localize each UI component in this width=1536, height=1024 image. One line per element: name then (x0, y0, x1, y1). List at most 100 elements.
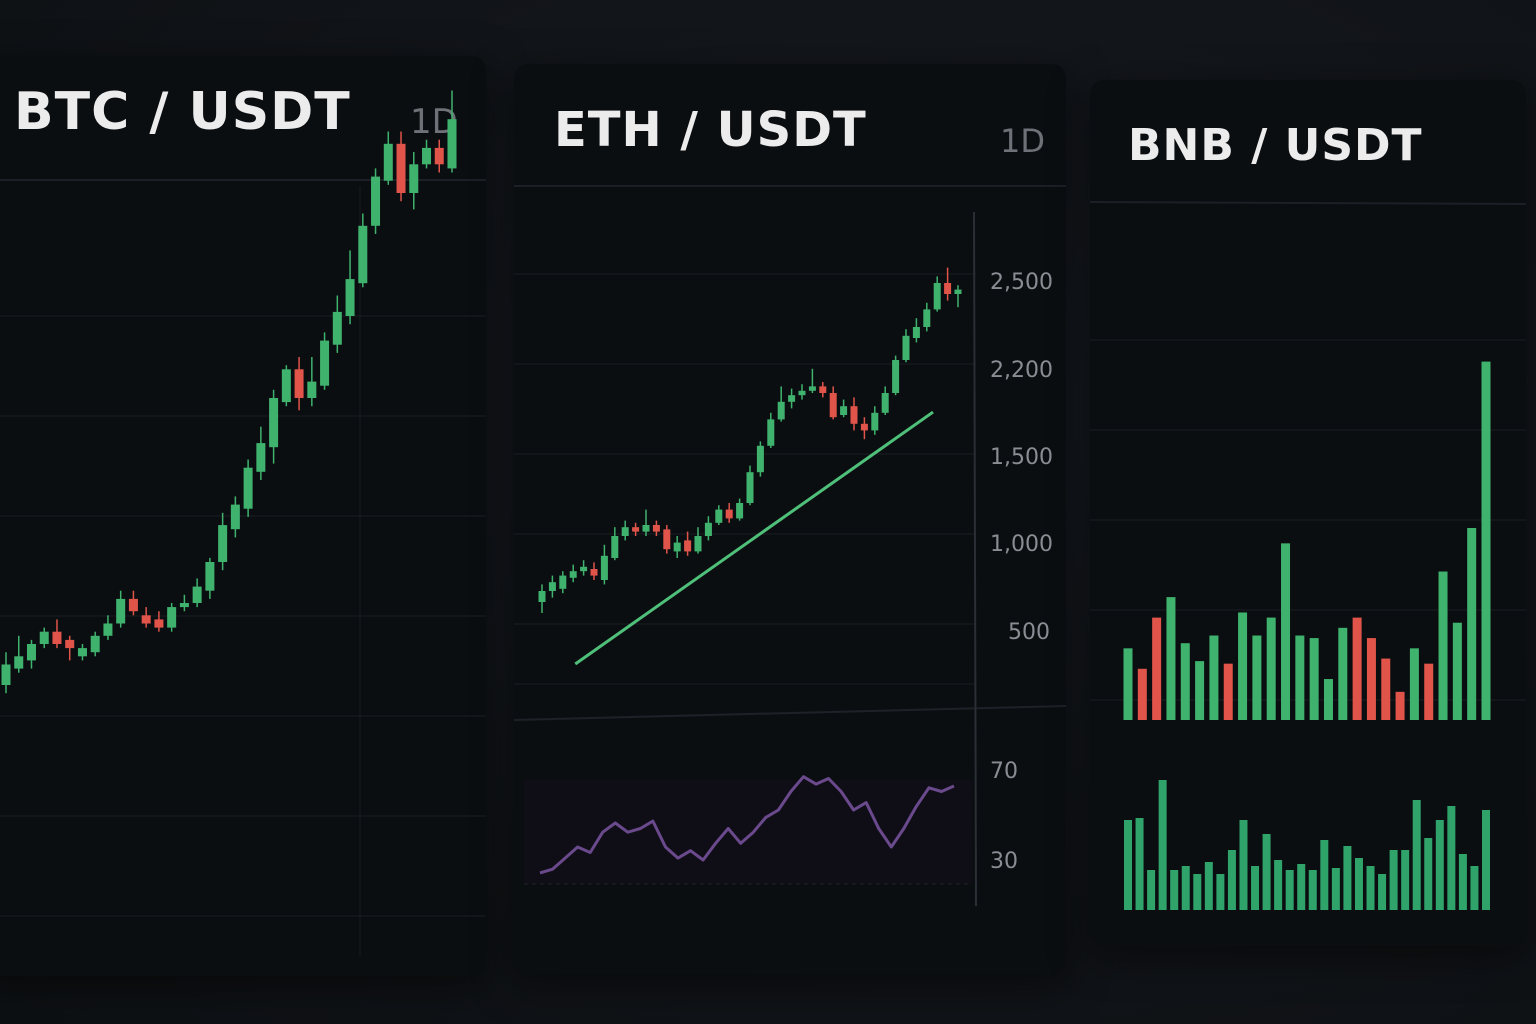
price-bar (1338, 627, 1348, 720)
volume-bar (1343, 846, 1352, 910)
header-divider (1090, 201, 1526, 205)
candle-body (52, 631, 62, 644)
volume-bar (1216, 874, 1225, 910)
price-bar (1223, 663, 1233, 720)
volume-bar (1193, 874, 1202, 910)
volume-bar (1262, 834, 1271, 910)
volume-bar (1285, 870, 1294, 910)
volume-bar (1170, 870, 1179, 910)
candle-body (269, 398, 279, 448)
volume-bar (1251, 866, 1260, 910)
volume-bar (1354, 858, 1363, 910)
candle-body (396, 143, 406, 193)
price-bar (1381, 658, 1391, 720)
candle-body (307, 381, 317, 398)
candle-body (192, 586, 202, 603)
candle-body (230, 504, 240, 530)
y-tick-label: 2,200 (990, 358, 1053, 383)
bnb-pair-title: BNB / USDT (1128, 120, 1423, 171)
candle-body (933, 283, 941, 310)
volume-bar (1389, 850, 1398, 910)
volume-bar (1124, 820, 1132, 910)
price-bar (1438, 571, 1448, 720)
candle-body (569, 571, 577, 578)
candle-body (756, 445, 764, 473)
candle-body (218, 525, 228, 562)
candle-body (860, 423, 868, 431)
rsi-line (539, 775, 955, 875)
candle-body (205, 562, 215, 591)
candle-body (788, 395, 796, 402)
volume-bar (1181, 866, 1190, 910)
candle-body (746, 472, 754, 503)
candle-body (808, 386, 816, 391)
volume-bar (1447, 806, 1456, 910)
price-bar (1137, 668, 1147, 720)
volume-bar (1158, 780, 1167, 910)
volume-bar (1308, 870, 1317, 910)
candle-body (548, 582, 556, 591)
candle-body (923, 309, 931, 327)
candle-body (371, 176, 381, 226)
btc-candlestick-chart (0, 90, 486, 956)
candle-body (694, 536, 702, 552)
price-bar (1424, 663, 1434, 720)
candle-body (14, 656, 24, 669)
candle-body (954, 289, 962, 294)
y-tick-label: 2,500 (990, 270, 1053, 295)
volume-bar (1147, 870, 1156, 910)
price-bar (1467, 528, 1477, 720)
candle-body (345, 279, 355, 316)
eth-chart-panel: ETH / USDT 1D 2,500 2,200 1,500 1,000 500 70 3… (514, 64, 1066, 974)
volume-bar (1424, 838, 1433, 910)
price-bar (1352, 617, 1362, 720)
candle-body (632, 527, 640, 532)
candle-body (902, 335, 910, 360)
price-bar (1395, 691, 1405, 720)
candle-body (580, 566, 588, 572)
rsi-tick-label: 30 (990, 849, 1018, 874)
candle-body (715, 509, 723, 523)
candle-body (673, 542, 681, 552)
candle-body (243, 467, 253, 509)
candle-body (642, 525, 650, 532)
volume-bar (1412, 800, 1421, 910)
candle-body (116, 598, 126, 624)
rsi-tick-label: 70 (990, 759, 1018, 784)
candle-body (538, 591, 546, 602)
volume-bar (1227, 850, 1236, 910)
candle-body (704, 522, 712, 536)
y-tick-label: 1,000 (990, 532, 1053, 557)
volume-bar (1470, 866, 1479, 910)
candle-body (26, 644, 36, 661)
price-bar (1452, 622, 1462, 720)
volume-bar (1366, 866, 1375, 910)
price-bar (1195, 661, 1205, 720)
candle-body (383, 143, 393, 181)
candle-body (912, 327, 920, 338)
candle-body (798, 390, 806, 396)
price-bar (1209, 635, 1219, 720)
y-tick-label: 1,500 (990, 445, 1053, 470)
candle-body (892, 360, 900, 393)
volume-bar (1239, 820, 1248, 910)
candle-body (154, 619, 164, 628)
candle-body (621, 527, 629, 536)
price-bar (1238, 612, 1248, 720)
candle-body (840, 406, 848, 415)
candle-body (141, 615, 151, 624)
volume-bar (1320, 840, 1329, 910)
candle-body (736, 503, 744, 519)
candle-body (559, 575, 567, 589)
candle-body (819, 386, 827, 393)
price-bar (1123, 648, 1133, 720)
volume-bar (1458, 854, 1467, 910)
candle-body (871, 412, 879, 431)
candle-body (611, 536, 619, 558)
candle-body (767, 419, 775, 446)
price-bar (1252, 635, 1262, 720)
rsi-band (524, 780, 972, 884)
candle-body (332, 311, 342, 345)
candle-body (167, 607, 177, 628)
eth-timeframe[interactable]: 1D (1000, 122, 1045, 160)
